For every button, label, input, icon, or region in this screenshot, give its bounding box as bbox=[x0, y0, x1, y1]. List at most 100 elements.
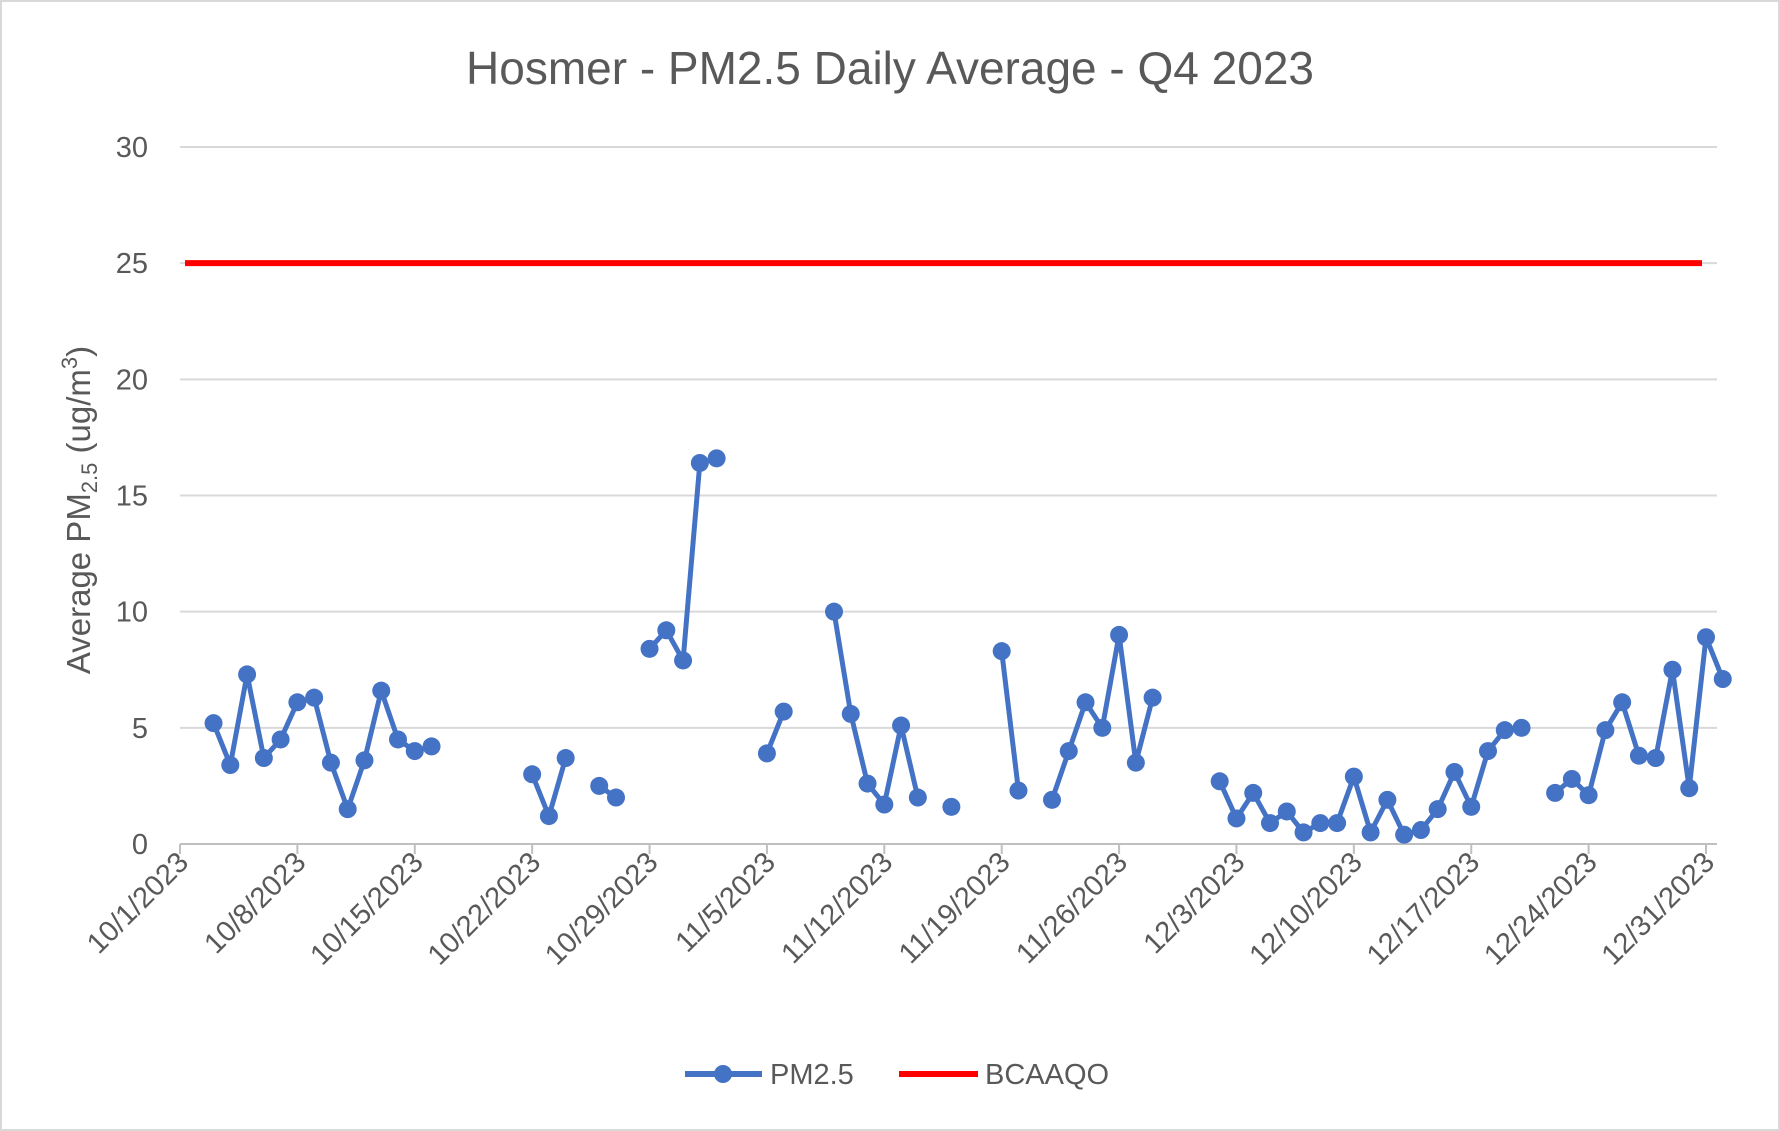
series-layer bbox=[185, 260, 1732, 844]
data-point[interactable] bbox=[640, 639, 659, 658]
data-point[interactable] bbox=[221, 756, 240, 775]
data-point[interactable] bbox=[1680, 779, 1699, 798]
data-point[interactable] bbox=[204, 714, 223, 733]
data-point[interactable] bbox=[1546, 783, 1565, 802]
x-tick-label: 10/22/2023 bbox=[422, 846, 547, 971]
data-point[interactable] bbox=[254, 749, 273, 768]
data-point[interactable] bbox=[774, 702, 793, 721]
data-point[interactable] bbox=[321, 753, 340, 772]
data-point[interactable] bbox=[523, 765, 542, 784]
data-point[interactable] bbox=[305, 688, 324, 707]
data-point[interactable] bbox=[405, 742, 424, 761]
data-point[interactable] bbox=[271, 730, 290, 749]
data-point[interactable] bbox=[875, 795, 894, 814]
data-point[interactable] bbox=[338, 800, 357, 819]
data-point[interactable] bbox=[1009, 781, 1028, 800]
y-axis-label: Average PM2.5 (ug/m3) bbox=[57, 346, 102, 674]
data-point[interactable] bbox=[1579, 786, 1598, 805]
data-point[interactable] bbox=[1344, 767, 1363, 786]
legend-bcaaqo-label: BCAAQO bbox=[985, 1059, 1109, 1091]
data-point[interactable] bbox=[1126, 753, 1145, 772]
data-point[interactable] bbox=[825, 602, 843, 621]
data-point[interactable] bbox=[1428, 800, 1447, 819]
y-tick-label: 15 bbox=[116, 481, 148, 513]
legend-pm25-marker bbox=[714, 1065, 732, 1083]
data-point[interactable] bbox=[1328, 814, 1347, 833]
data-point[interactable] bbox=[1378, 790, 1397, 809]
data-point[interactable] bbox=[1663, 660, 1682, 679]
y-axis-tick-labels: 0 5 10 15 20 25 30 bbox=[116, 132, 148, 861]
x-tick-label: 10/29/2023 bbox=[539, 846, 664, 971]
data-point[interactable] bbox=[1261, 814, 1279, 833]
data-point[interactable] bbox=[1043, 790, 1061, 809]
series-line-segment bbox=[999, 650, 1021, 791]
data-point[interactable] bbox=[389, 730, 407, 749]
data-point[interactable] bbox=[657, 621, 676, 640]
data-point[interactable] bbox=[1227, 809, 1246, 828]
data-point[interactable] bbox=[539, 807, 558, 826]
data-point[interactable] bbox=[1495, 721, 1514, 740]
data-point[interactable] bbox=[690, 453, 709, 472]
data-point[interactable] bbox=[707, 449, 726, 468]
data-point[interactable] bbox=[858, 774, 877, 793]
y-tick-label: 25 bbox=[116, 248, 148, 280]
data-point[interactable] bbox=[892, 716, 911, 735]
y-axis-label-middle: (ug/m bbox=[60, 369, 97, 463]
data-point[interactable] bbox=[1411, 821, 1430, 840]
data-point[interactable] bbox=[1697, 628, 1715, 647]
data-point[interactable] bbox=[1512, 718, 1531, 737]
data-point[interactable] bbox=[1479, 742, 1497, 761]
data-point[interactable] bbox=[942, 797, 961, 816]
data-point[interactable] bbox=[757, 744, 776, 763]
x-axis: 10/1/2023 10/8/202310/15/202310/22/202310… bbox=[81, 843, 1721, 972]
data-point[interactable] bbox=[1596, 721, 1615, 740]
data-point[interactable] bbox=[992, 642, 1011, 661]
data-point[interactable] bbox=[1629, 746, 1648, 765]
y-tick-label: 30 bbox=[116, 132, 148, 164]
x-tick-label: 12/31/2023 bbox=[1596, 846, 1721, 971]
data-point[interactable] bbox=[1076, 693, 1095, 712]
data-point[interactable] bbox=[372, 681, 391, 700]
data-point[interactable] bbox=[355, 751, 374, 770]
data-point[interactable] bbox=[1277, 802, 1296, 821]
data-point[interactable] bbox=[1110, 625, 1129, 644]
data-point[interactable] bbox=[1294, 823, 1313, 842]
data-point[interactable] bbox=[556, 749, 575, 768]
legend-item-bcaaqo[interactable]: BCAAQO bbox=[899, 1059, 1109, 1091]
series-0 bbox=[204, 449, 1732, 844]
data-point[interactable] bbox=[1093, 718, 1112, 737]
data-point[interactable] bbox=[674, 651, 693, 670]
data-point[interactable] bbox=[1143, 688, 1162, 707]
data-point[interactable] bbox=[1562, 769, 1581, 788]
data-point[interactable] bbox=[1462, 797, 1481, 816]
x-tick-label: 11/19/2023 bbox=[893, 846, 1017, 970]
data-point[interactable] bbox=[1713, 670, 1732, 689]
legend-item-pm25[interactable]: PM2.5 bbox=[685, 1059, 854, 1091]
data-point[interactable] bbox=[422, 737, 441, 756]
x-tick-label: 10/15/2023 bbox=[304, 846, 429, 971]
y-tick-label: 10 bbox=[116, 597, 148, 629]
x-tick-label: 11/26/2023 bbox=[1010, 846, 1134, 970]
data-point[interactable] bbox=[1244, 783, 1263, 802]
y-axis-label-superscript: 3 bbox=[57, 357, 82, 369]
data-point[interactable] bbox=[1646, 749, 1665, 768]
data-point[interactable] bbox=[1210, 772, 1229, 791]
x-tick-label: 12/10/2023 bbox=[1244, 846, 1369, 971]
data-point[interactable] bbox=[1361, 823, 1380, 842]
data-point[interactable] bbox=[1395, 825, 1414, 844]
x-tick-label: 11/12/2023 bbox=[776, 846, 900, 970]
data-point[interactable] bbox=[841, 704, 860, 723]
data-point[interactable] bbox=[908, 788, 927, 807]
data-point[interactable] bbox=[1445, 762, 1464, 781]
data-point[interactable] bbox=[238, 665, 257, 684]
x-tick-label: 11/5/2023 bbox=[670, 846, 782, 958]
data-point[interactable] bbox=[590, 776, 609, 795]
y-tick-label: 20 bbox=[116, 364, 148, 396]
y-axis-label-suffix: ) bbox=[60, 346, 97, 357]
data-point[interactable] bbox=[1613, 693, 1632, 712]
data-point[interactable] bbox=[288, 693, 307, 712]
data-point[interactable] bbox=[1311, 814, 1330, 833]
data-point[interactable] bbox=[607, 788, 625, 807]
data-point[interactable] bbox=[1059, 742, 1078, 761]
x-tick-label: 10/1/2023 bbox=[81, 846, 195, 960]
